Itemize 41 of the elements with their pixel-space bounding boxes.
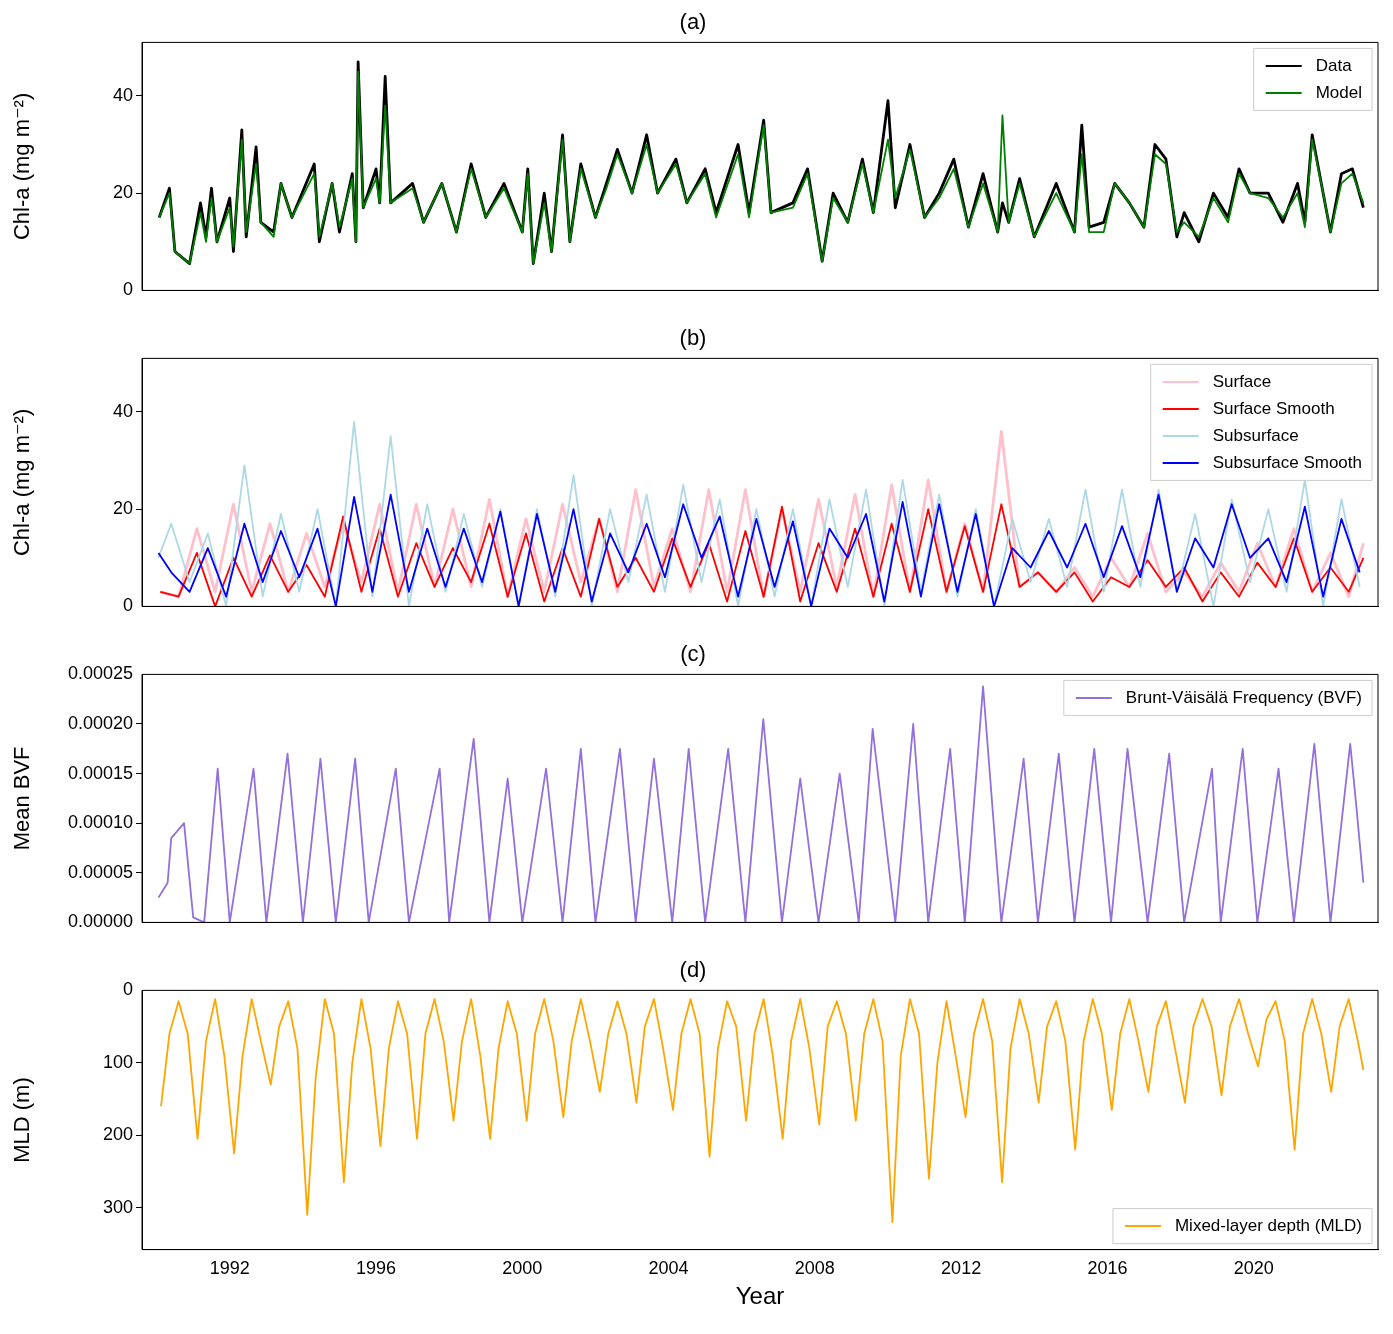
legend-label: Brunt-Väisälä Frequency (BVF) xyxy=(1125,687,1362,707)
y-axis-title: Chl-a (mg m⁻²) xyxy=(9,408,35,557)
chart-title: (d) xyxy=(679,957,707,983)
chart-title: (a) xyxy=(679,9,707,35)
x-tick-label: 2008 xyxy=(794,1258,835,1279)
y-tick-label: 0.00015 xyxy=(67,762,133,783)
legend-label: Mixed-layer depth (MLD) xyxy=(1174,1215,1362,1235)
y-axis-title: MLD (m) xyxy=(9,1077,35,1163)
y-tick-label: 0 xyxy=(122,595,133,616)
y-axis-title: Mean BVF xyxy=(9,746,35,851)
x-tick-label: 2012 xyxy=(941,1258,982,1279)
y-tick-label: 200 xyxy=(102,1124,133,1145)
y-tick-label: 0.00000 xyxy=(67,911,133,932)
y-axis-title: Chl-a (mg m⁻²) xyxy=(9,92,35,241)
chart-title: (b) xyxy=(679,325,707,351)
legend-label: Surface Smooth xyxy=(1212,398,1335,418)
legend-label: Model xyxy=(1315,82,1363,102)
y-tick-label: 0.00010 xyxy=(67,812,133,833)
y-tick-label: 300 xyxy=(102,1196,133,1217)
x-tick-label: 2000 xyxy=(502,1258,543,1279)
y-tick-label: 20 xyxy=(112,498,133,519)
legend-label: Surface xyxy=(1212,371,1272,391)
y-tick-label: 40 xyxy=(112,84,133,105)
legend-label: Subsurface Smooth xyxy=(1212,452,1363,472)
chart-title: (c) xyxy=(680,641,706,667)
x-tick-label: 1992 xyxy=(209,1258,250,1279)
x-tick-label: 1996 xyxy=(356,1258,397,1279)
x-axis-title: Year xyxy=(735,1282,785,1310)
y-tick-label: 0 xyxy=(122,979,133,1000)
y-tick-label: 20 xyxy=(112,182,133,203)
x-tick-label: 2016 xyxy=(1087,1258,1128,1279)
y-tick-label: 0.00020 xyxy=(67,712,133,733)
y-tick-label: 0.00005 xyxy=(67,861,133,882)
x-tick-label: 2004 xyxy=(648,1258,689,1279)
legend-label: Data xyxy=(1315,55,1353,75)
y-tick-label: 0 xyxy=(122,279,133,300)
y-tick-label: 40 xyxy=(112,400,133,421)
legend-label: Subsurface xyxy=(1212,425,1299,445)
x-tick-label: 2020 xyxy=(1233,1258,1274,1279)
y-tick-label: 0.00025 xyxy=(67,663,133,684)
y-tick-label: 100 xyxy=(102,1051,133,1072)
